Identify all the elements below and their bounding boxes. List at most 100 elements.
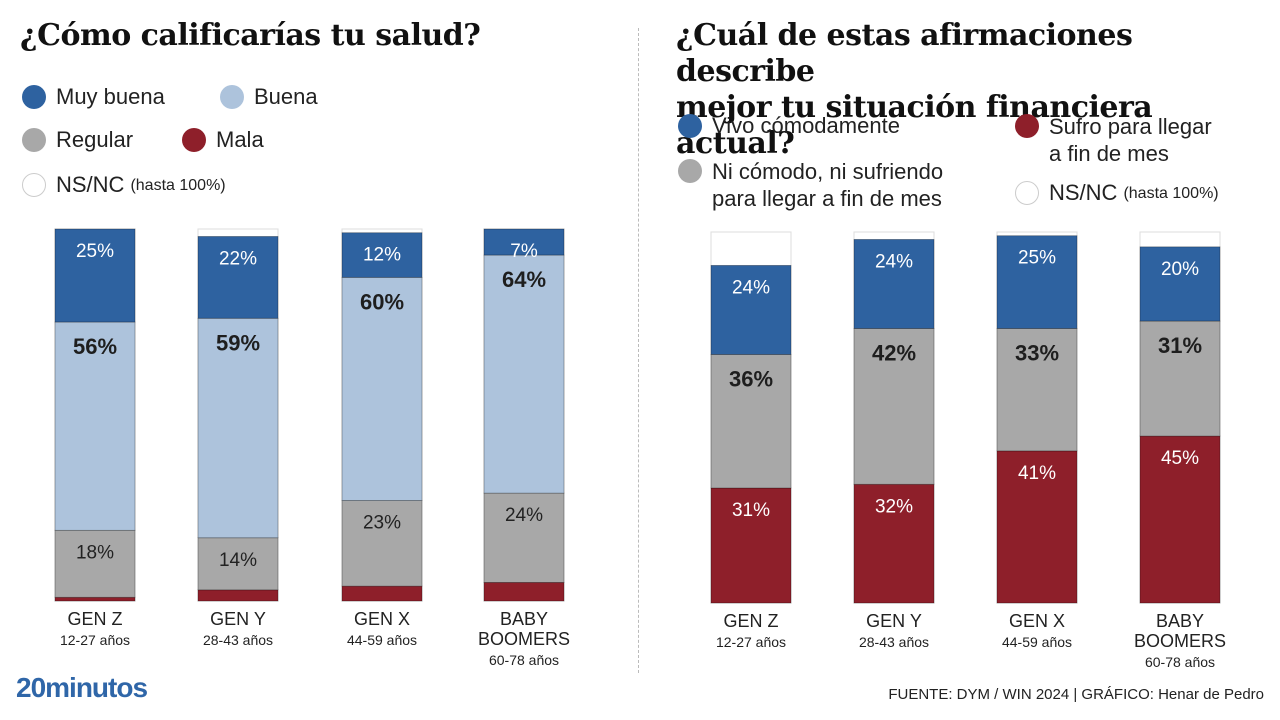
legend-dot-nsnc-icon — [1015, 181, 1039, 205]
legend-label: NS/NC — [56, 172, 125, 197]
data-label: 36% — [729, 366, 773, 391]
legend-nsnc: NS/NC (hasta 100%) — [22, 172, 226, 198]
bar-segment-muy_buena — [197, 236, 279, 319]
legend-ni: Ni cómodo, ni sufriendo para llegar a fi… — [678, 158, 943, 212]
category-sublabel: 28-43 años — [859, 634, 929, 650]
category-sublabel: 44-59 años — [347, 632, 417, 648]
legend-vivo: Vivo cómodamente — [678, 113, 900, 139]
data-label: 56% — [73, 334, 117, 359]
bar-segment-buena — [197, 317, 279, 539]
category-label: BOOMERS — [478, 629, 570, 649]
bar-segment-buena — [54, 321, 136, 531]
bar-segment-regular — [197, 537, 279, 591]
bar-segment-muy_buena — [54, 228, 136, 323]
legend-sufro: Sufro para llegar a fin de mes — [1015, 113, 1212, 167]
data-label: 64% — [502, 267, 546, 292]
bar-segment-vivo — [710, 264, 792, 355]
bar-segment-regular — [54, 529, 136, 598]
data-label: 14% — [219, 550, 257, 571]
category-label: BABY — [500, 609, 548, 629]
bar-segment-mala — [197, 589, 279, 602]
legend-label: Ni cómodo, ni sufriendo para llegar a fi… — [712, 158, 943, 212]
category-label: GEN Z — [67, 609, 122, 629]
category-sublabel: 60-78 años — [1145, 654, 1215, 670]
data-label: 41% — [1018, 463, 1056, 484]
legend-label-line: Ni cómodo, ni sufriendo — [712, 159, 944, 184]
bar-segment-vivo — [853, 239, 935, 329]
source-credit: FUENTE: DYM / WIN 2024 | GRÁFICO: Henar … — [888, 686, 1264, 703]
data-label: 33% — [1015, 340, 1059, 365]
legend-dot-muy-buena-icon — [22, 85, 46, 109]
data-label: 59% — [216, 330, 260, 355]
category-sublabel: 12-27 años — [60, 632, 130, 648]
data-label: 60% — [360, 289, 404, 314]
data-label: 25% — [76, 241, 114, 262]
bar-segment-mala — [341, 585, 423, 602]
bar-segment-mala — [54, 596, 136, 602]
legend-label: Muy buena — [56, 84, 165, 109]
category-sublabel: 44-59 años — [1002, 634, 1072, 650]
legend-label: Sufro para llegar a fin de mes — [1049, 113, 1212, 167]
bar-segment-ni — [853, 328, 935, 485]
bar-segment-ni — [996, 328, 1078, 452]
bar-segment-mala — [483, 582, 565, 602]
bar-segment-muy_buena — [341, 232, 423, 278]
legend-dot-ni-icon — [678, 159, 702, 183]
data-label: 32% — [875, 496, 913, 517]
bar-segment-muy_buena — [483, 228, 565, 256]
bar-segment-ni — [1139, 320, 1221, 437]
legend-dot-nsnc-icon — [22, 173, 46, 197]
legend-mala: Mala — [182, 127, 264, 153]
category-sublabel: 60-78 años — [489, 652, 559, 668]
category-sublabel: 12-27 años — [716, 634, 786, 650]
category-label: BABY — [1156, 611, 1204, 631]
legend-label: Vivo cómodamente — [712, 113, 900, 138]
data-label: 31% — [1158, 333, 1202, 358]
category-label: GEN X — [1009, 611, 1065, 631]
legend-regular: Regular — [22, 127, 133, 153]
data-label: 42% — [872, 340, 916, 365]
legend-dot-vivo-icon — [678, 114, 702, 138]
legend-label: NS/NC — [1049, 180, 1118, 205]
data-label: 45% — [1161, 448, 1199, 469]
legend-note: (hasta 100%) — [1123, 185, 1219, 202]
bar-segment-ni — [710, 354, 792, 489]
bar-segment-regular — [483, 492, 565, 583]
data-label: 31% — [732, 500, 770, 521]
legend-note: (hasta 100%) — [130, 177, 226, 194]
legend-dot-buena-icon — [220, 85, 244, 109]
divider — [638, 28, 639, 673]
data-label: 7% — [510, 241, 538, 262]
legend-label: Buena — [254, 84, 318, 109]
right-chart-title: ¿Cuál de estas afirmaciones describe mej… — [676, 18, 1276, 162]
bar-segment-vivo — [996, 235, 1078, 329]
legend-label: Mala — [216, 127, 264, 152]
category-label: GEN Z — [723, 611, 778, 631]
left-chart-title: ¿Cómo calificarías tu salud? — [20, 18, 481, 53]
legend-label-line: Sufro para llegar — [1049, 114, 1212, 139]
bar-segment-sufro — [853, 483, 935, 604]
legend-dot-mala-icon — [182, 128, 206, 152]
bar-segment-buena — [483, 254, 565, 494]
bar-segment-sufro — [710, 487, 792, 604]
legend-nsnc-right: NS/NC (hasta 100%) — [1015, 180, 1219, 206]
logo: 20minutos — [16, 672, 148, 703]
legend-buena: Buena — [220, 84, 318, 110]
legend-label-line: para llegar a fin de mes — [712, 186, 942, 211]
legend-muy-buena: Muy buena — [22, 84, 165, 110]
category-label: BOOMERS — [1134, 631, 1226, 651]
data-label: 18% — [76, 542, 114, 563]
data-label: 25% — [1018, 248, 1056, 269]
bar-segment-regular — [341, 500, 423, 587]
data-label: 23% — [363, 513, 401, 534]
legend-label-line: a fin de mes — [1049, 141, 1169, 166]
legend-dot-sufro-icon — [1015, 114, 1039, 138]
data-label: 24% — [875, 251, 913, 272]
data-label: 24% — [505, 505, 543, 526]
category-label: GEN X — [354, 609, 410, 629]
bar-segment-vivo — [1139, 246, 1221, 322]
category-label: GEN Y — [210, 609, 266, 629]
legend-dot-regular-icon — [22, 128, 46, 152]
bar-segment-sufro — [996, 450, 1078, 604]
